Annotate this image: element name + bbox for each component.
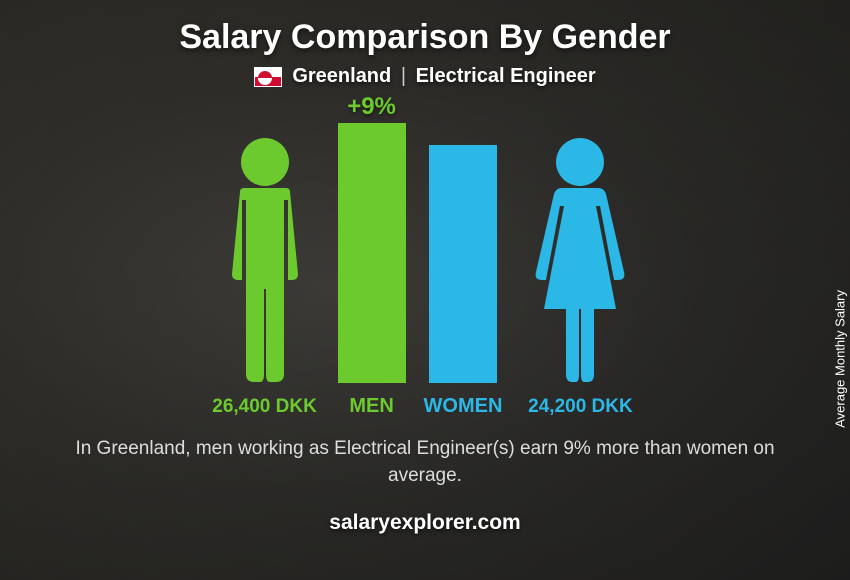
chart-area: 26,400 DKK +9% MEN WOMEN 24,200 DKK: [210, 108, 641, 418]
male-icon: [210, 134, 320, 384]
y-axis-label: Average Monthly Salary: [833, 290, 848, 428]
women-bar: [429, 145, 497, 383]
greenland-flag-icon: [254, 67, 282, 87]
infographic-container: Salary Comparison By Gender Greenland | …: [0, 0, 850, 580]
women-label: WOMEN: [424, 395, 503, 418]
footer-brand: salaryexplorer.com: [329, 511, 520, 535]
men-salary-value: 26,400 DKK: [212, 396, 317, 418]
men-bar: +9%: [338, 123, 406, 383]
caption-text: In Greenland, men working as Electrical …: [65, 436, 785, 489]
subtitle-row: Greenland | Electrical Engineer: [254, 65, 595, 88]
women-bar-col: WOMEN: [424, 145, 503, 418]
pct-diff-label: +9%: [347, 93, 396, 121]
men-label: MEN: [349, 395, 393, 418]
female-icon: [520, 134, 640, 384]
men-icon-wrap: [210, 124, 320, 384]
men-bar-col: +9% MEN: [338, 123, 406, 418]
women-salary-col: 24,200 DKK: [520, 124, 640, 418]
men-salary-col: 26,400 DKK: [210, 124, 320, 418]
women-icon-wrap: [520, 124, 640, 384]
women-salary-value: 24,200 DKK: [528, 396, 633, 418]
job-text: Electrical Engineer: [416, 65, 596, 87]
page-title: Salary Comparison By Gender: [179, 18, 670, 57]
subtitle: Greenland | Electrical Engineer: [292, 65, 595, 88]
separator: |: [401, 65, 406, 87]
location-text: Greenland: [292, 65, 391, 87]
